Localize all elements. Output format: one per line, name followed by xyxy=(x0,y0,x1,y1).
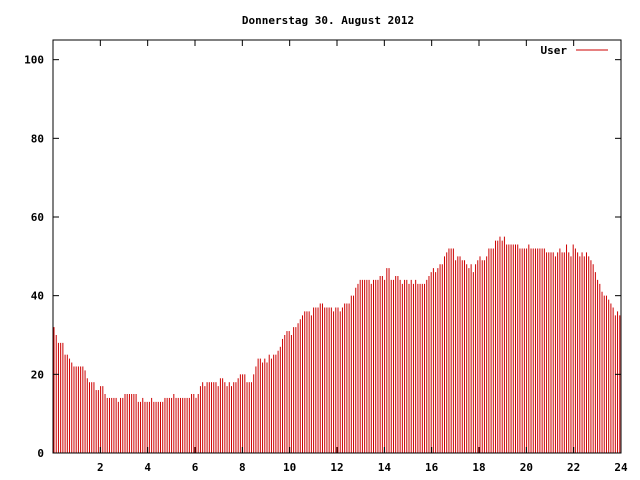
x-tick-label: 2 xyxy=(97,461,104,474)
x-tick-label: 22 xyxy=(567,461,580,474)
x-tick-label: 12 xyxy=(330,461,343,474)
x-tick-label: 16 xyxy=(425,461,439,474)
legend-label-user: User xyxy=(541,44,568,57)
x-tick-label: 6 xyxy=(192,461,199,474)
x-tick-label: 24 xyxy=(614,461,628,474)
bar-series-user xyxy=(53,236,621,453)
y-tick-label: 80 xyxy=(31,132,44,145)
y-tick-label: 60 xyxy=(31,211,44,224)
x-tick-label: 20 xyxy=(520,461,533,474)
y-tick-label: 100 xyxy=(24,54,44,67)
x-tick-label: 10 xyxy=(283,461,296,474)
y-tick-label: 0 xyxy=(37,447,44,460)
y-tick-label: 20 xyxy=(31,368,44,381)
x-tick-label: 18 xyxy=(472,461,485,474)
x-tick-label: 8 xyxy=(239,461,246,474)
x-tick-label: 4 xyxy=(144,461,151,474)
chart-title: Donnerstag 30. August 2012 xyxy=(242,14,414,27)
legend: User xyxy=(541,44,608,57)
y-tick-label: 40 xyxy=(31,290,44,303)
x-tick-label: 14 xyxy=(378,461,392,474)
